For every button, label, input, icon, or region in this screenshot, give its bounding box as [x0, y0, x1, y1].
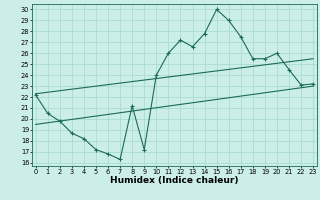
X-axis label: Humidex (Indice chaleur): Humidex (Indice chaleur): [110, 176, 239, 185]
